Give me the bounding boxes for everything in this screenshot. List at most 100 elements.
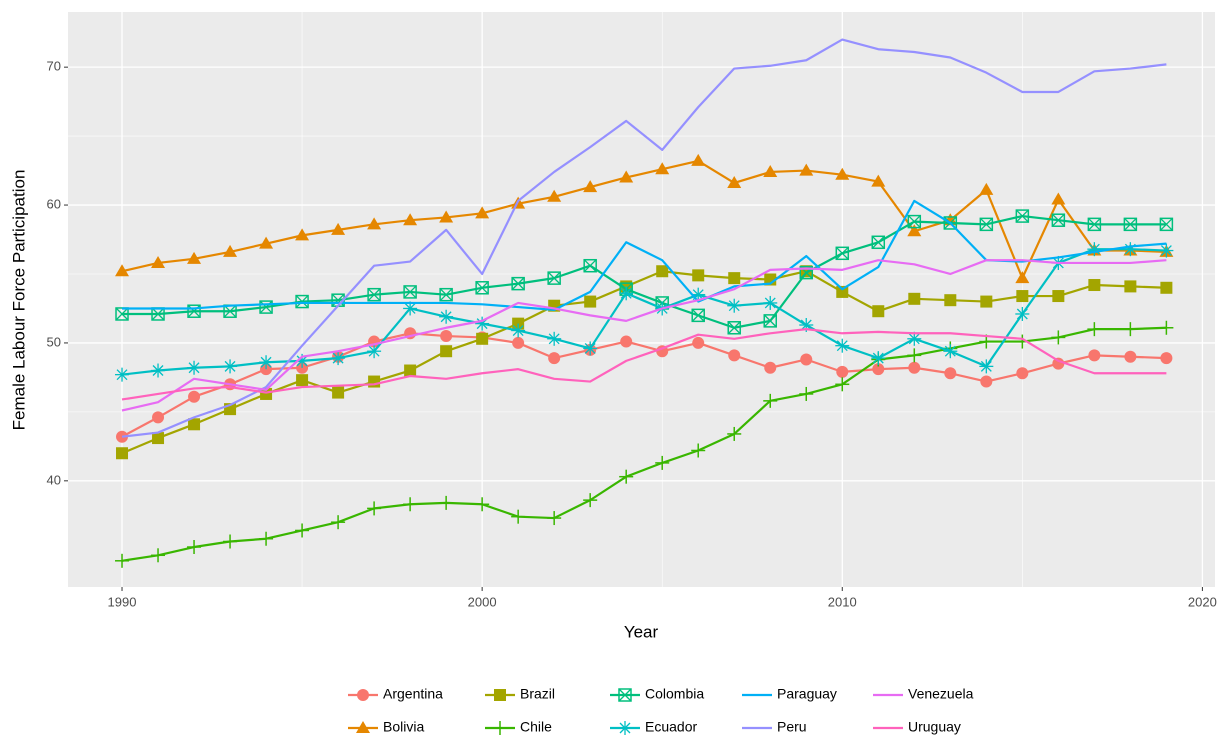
marker (1124, 280, 1137, 293)
marker (1087, 217, 1102, 232)
marker (475, 206, 490, 219)
marker-shape (357, 689, 369, 701)
marker (619, 286, 634, 301)
marker-shape (115, 264, 130, 277)
marker-shape (800, 319, 812, 331)
marker (259, 355, 274, 370)
marker-shape (440, 311, 452, 323)
marker-shape (584, 342, 596, 354)
marker-shape (908, 292, 921, 305)
marker (1160, 281, 1173, 294)
legend-label: Peru (777, 719, 807, 735)
marker (152, 411, 165, 424)
marker (764, 361, 777, 374)
marker-shape (728, 300, 740, 312)
marker-shape (872, 352, 884, 364)
marker-shape (1159, 217, 1174, 232)
marker-shape (224, 360, 236, 372)
legend-label: Bolivia (383, 719, 424, 735)
marker-shape (548, 352, 561, 365)
marker-shape (475, 281, 489, 295)
y-tick-label: 70 (47, 59, 61, 74)
marker (727, 426, 742, 441)
marker (1123, 322, 1138, 337)
marker (799, 163, 814, 176)
marker-shape (691, 153, 706, 166)
marker-shape (1016, 308, 1028, 320)
marker-shape (367, 217, 382, 230)
marker (656, 265, 669, 278)
marker-shape (368, 375, 381, 388)
marker-shape (908, 361, 921, 374)
marker-shape (1052, 290, 1065, 303)
marker (476, 332, 489, 345)
marker-shape (439, 210, 454, 223)
marker (691, 443, 706, 458)
marker (295, 294, 309, 309)
marker-shape (548, 333, 560, 345)
marker-shape (943, 216, 958, 230)
marker-shape (620, 335, 633, 348)
marker (871, 235, 886, 250)
marker-shape (188, 418, 201, 431)
marker (943, 344, 958, 359)
marker (511, 323, 526, 338)
marker-shape (980, 295, 993, 308)
marker (835, 246, 850, 261)
marker-shape (872, 305, 885, 318)
marker-shape (295, 228, 310, 241)
marker (800, 353, 813, 366)
marker-shape (691, 308, 705, 322)
marker (475, 497, 490, 512)
marker-shape (223, 304, 237, 318)
marker (872, 305, 885, 318)
marker-shape (404, 364, 417, 377)
marker (1016, 290, 1029, 303)
marker-shape (367, 288, 381, 302)
marker-shape (836, 285, 849, 298)
x-axis-title: Year (624, 622, 659, 641)
marker (440, 345, 453, 358)
marker-shape (1015, 271, 1030, 284)
marker-shape (403, 285, 417, 299)
marker (691, 153, 706, 166)
marker (908, 361, 921, 374)
marker-shape (187, 251, 202, 264)
marker (367, 344, 382, 359)
marker (115, 264, 130, 277)
marker-shape (547, 271, 561, 285)
marker-shape (1160, 245, 1172, 257)
marker (439, 309, 454, 324)
marker (835, 377, 850, 392)
marker (332, 386, 345, 399)
series-line (121, 259, 1167, 412)
legend-item: Paraguay (742, 686, 837, 702)
marker (223, 244, 238, 257)
marker-shape (494, 689, 506, 701)
marker (835, 338, 850, 353)
marker-shape (618, 688, 632, 702)
marker (404, 364, 417, 377)
marker (295, 228, 310, 241)
marker (583, 180, 598, 193)
marker (979, 217, 994, 232)
marker (1123, 242, 1138, 257)
marker-shape (1016, 290, 1029, 303)
marker (584, 295, 597, 308)
marker (944, 367, 957, 380)
marker-shape (440, 345, 453, 358)
marker-shape (332, 386, 345, 399)
marker-shape (511, 277, 525, 291)
marker-shape (835, 167, 850, 180)
series-line (121, 332, 1167, 438)
marker (655, 455, 670, 470)
marker-shape (331, 293, 345, 307)
marker (763, 393, 778, 408)
marker (583, 341, 598, 356)
marker-shape (836, 340, 848, 352)
marker-shape (727, 321, 741, 335)
marker (439, 287, 453, 302)
marker (367, 217, 382, 230)
marker (763, 314, 777, 328)
marker-shape (403, 213, 418, 226)
